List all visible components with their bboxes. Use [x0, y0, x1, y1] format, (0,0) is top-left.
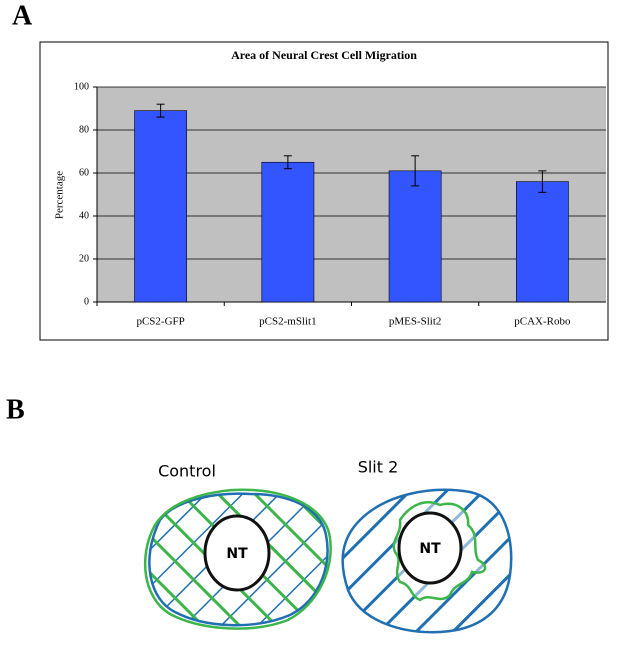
bar	[261, 161, 315, 303]
bar	[134, 110, 188, 303]
y-tick-label: 100	[74, 81, 89, 92]
panel-label: A	[12, 0, 33, 31]
diagram-label: Control	[158, 462, 216, 481]
nt-label: NT	[419, 541, 441, 557]
neural-tube	[203, 514, 271, 592]
bar	[388, 170, 442, 303]
diagram-label: Slit 2	[358, 458, 399, 477]
nt-label: NT	[226, 546, 248, 562]
y-tick-label: 0	[84, 296, 89, 307]
neural-tube	[397, 511, 463, 585]
y-tick-label: 40	[79, 210, 89, 221]
y-tick-label: 20	[79, 253, 89, 264]
y-tick-label: 60	[79, 167, 89, 178]
chart-title: Area of Neural Crest Cell Migration	[231, 48, 417, 62]
y-axis-label: Percentage	[54, 171, 66, 219]
bar	[515, 181, 569, 303]
x-tick-label: pCS2-mSlit1	[259, 316, 316, 328]
y-tick-label: 80	[79, 124, 89, 135]
x-tick-label: pMES-Slit2	[389, 316, 442, 328]
x-tick-label: pCAX-Robo	[514, 316, 571, 328]
x-tick-label: pCS2-GFP	[136, 316, 184, 328]
panel-label: B	[6, 394, 25, 425]
control-outline	[143, 488, 332, 630]
chart: Area of Neural Crest Cell Migration Perc…	[54, 48, 606, 328]
diagram: Control Slit 2 NT NT	[143, 458, 513, 634]
